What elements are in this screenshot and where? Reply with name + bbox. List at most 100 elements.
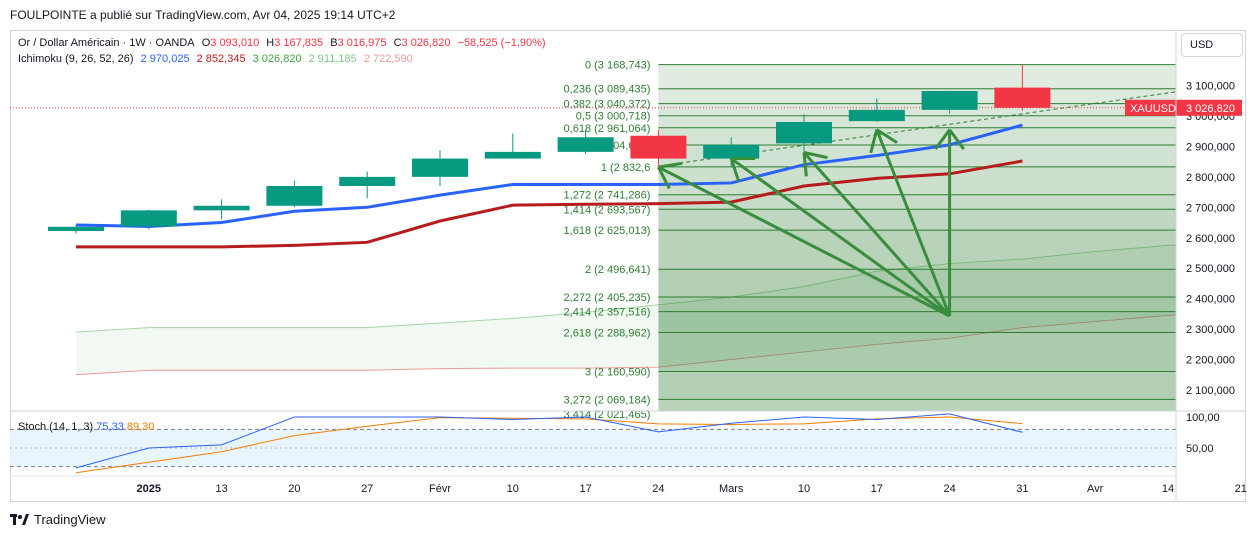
stoch-label[interactable]: Stoch (14, 1, 3): [18, 421, 94, 433]
x-tick-10: 17: [871, 483, 883, 495]
fib-zone-8: [658, 209, 1176, 231]
fan-arrowhead-a-0: [658, 161, 683, 169]
stoch-d-value: 89,30: [126, 421, 155, 433]
fan-arrowhead-b-1: [729, 158, 741, 182]
x-tick-0: 2025: [137, 483, 161, 495]
fan-arrowhead-a-2: [803, 151, 828, 160]
fib-zone-12: [658, 311, 1176, 333]
fib-label-2: 0,382 (3 040,372): [564, 99, 651, 111]
candle-body-6[interactable]: [484, 151, 541, 159]
x-tick-15: 21: [1235, 483, 1247, 495]
candle-body-4[interactable]: [339, 176, 396, 186]
fib-label-16: 3,414 (2 021,465): [564, 409, 651, 421]
x-tick-11: 24: [943, 483, 955, 495]
fib-zone-13: [658, 332, 1176, 372]
fib-label-13: 2,618 (2 288,962): [564, 327, 651, 339]
candle-body-13[interactable]: [994, 87, 1051, 108]
stoch-legend: Stoch (14, 1, 3) 75,33 89,30: [18, 421, 154, 433]
fib-zone-1: [658, 88, 1176, 104]
change-value: −58,525 (−1,90%): [457, 37, 546, 49]
fan-arrowhead-a-4: [948, 128, 965, 150]
x-tick-13: Avr: [1087, 483, 1104, 495]
fib-zone-0: [658, 64, 1176, 89]
y-tick-4: 2 700,000: [1186, 202, 1235, 214]
x-tick-7: 24: [652, 483, 664, 495]
currency-button[interactable]: USD: [1181, 33, 1243, 57]
fan-arrowhead-a-3: [875, 128, 898, 144]
fib-label-12: 2,414 (2 357,516): [564, 307, 651, 319]
y-tick-8: 2 300,000: [1186, 324, 1235, 336]
candle-body-5[interactable]: [412, 158, 468, 177]
ichimoku-chikou-value: 3 026,820: [252, 53, 302, 65]
fib-zone-14: [658, 371, 1176, 400]
open-value: O3 093,010: [201, 37, 260, 49]
ichimoku-row: Ichimoku (9, 26, 52, 26) 2 970,025 2 852…: [18, 51, 550, 67]
candle-body-0[interactable]: [48, 226, 104, 232]
fib-label-15: 3,272 (2 069,184): [564, 394, 651, 406]
fib-label-3: 0,5 (3 000,718): [576, 111, 651, 123]
x-tick-2: 20: [288, 483, 300, 495]
candle-body-8[interactable]: [630, 135, 687, 159]
x-tick-4: Févr: [429, 483, 451, 495]
symbol-row: Or / Dollar Américain · 1W · OANDA O3 09…: [18, 35, 550, 51]
x-tick-3: 27: [361, 483, 373, 495]
chart-legend: Or / Dollar Américain · 1W · OANDA O3 09…: [18, 35, 550, 67]
ichimoku-span-a: [75, 244, 1176, 333]
candle-body-12[interactable]: [921, 90, 978, 110]
fib-zone-5: [658, 144, 1176, 167]
x-tick-5: 10: [507, 483, 519, 495]
low-value: B3 016,975: [330, 37, 387, 49]
symbol-name[interactable]: Or / Dollar Américain · 1W · OANDA: [18, 37, 195, 49]
ichimoku-tenkan-value: 2 970,025: [140, 53, 190, 65]
fib-zone-2: [658, 103, 1176, 116]
y-tick-5: 2 600,000: [1186, 233, 1235, 245]
x-tick-1: 13: [215, 483, 227, 495]
kijun-line: [76, 159, 1023, 249]
ichimoku-kijun-value: 2 852,345: [196, 53, 246, 65]
candle-body-1[interactable]: [120, 210, 177, 227]
stoch-tick-0: 100,00: [1186, 412, 1220, 424]
y-tick-3: 2 800,000: [1186, 172, 1235, 184]
x-tick-6: 17: [579, 483, 591, 495]
y-tick-7: 2 400,000: [1186, 294, 1235, 306]
publisher-line: FOULPOINTE a publié sur TradingView.com,…: [10, 8, 396, 22]
x-tick-9: 10: [798, 483, 810, 495]
tenkan-line: [75, 123, 1023, 228]
fan-arrowhead-b-2: [802, 152, 808, 177]
candle-body-7[interactable]: [557, 137, 614, 152]
fan-line-0: [657, 165, 951, 318]
fib-label-14: 3 (2 160,590): [585, 367, 650, 379]
ichimoku-label[interactable]: Ichimoku (9, 26, 52, 26): [18, 53, 134, 65]
ichimoku-spanA-value: 2 911,185: [308, 53, 357, 65]
y-tick-9: 2 200,000: [1186, 355, 1235, 367]
y-tick-6: 2 500,000: [1186, 263, 1235, 275]
candle-body-9[interactable]: [703, 144, 760, 159]
fan-line-3: [875, 129, 951, 317]
chart-frame: [10, 30, 1246, 502]
fan-line-2: [802, 151, 951, 318]
fib-label-1: 0,236 (3 089,435): [564, 84, 651, 96]
x-tick-8: Mars: [719, 483, 744, 495]
stoch-k-line: [75, 413, 1023, 469]
fib-label-10: 2 (2 496,641): [585, 264, 650, 276]
stoch-k-value: 75,33: [96, 421, 124, 433]
candle-body-10[interactable]: [776, 122, 832, 144]
fan-line-1: [730, 157, 951, 318]
last-price-badge-text: 3 026,820: [1186, 103, 1235, 115]
x-tick-14: 14: [1162, 483, 1174, 495]
fib-zone-3: [658, 115, 1176, 128]
stoch-tick-1: 50,00: [1186, 443, 1214, 455]
candle-body-3[interactable]: [266, 185, 323, 206]
fib-label-6: 1 (2 832,6: [601, 162, 651, 174]
candle-body-2[interactable]: [193, 205, 250, 211]
fib-label-8: 1,414 (2 693,567): [564, 204, 651, 216]
fib-label-9: 1,618 (2 625,013): [564, 225, 651, 237]
ichimoku-cloud: [76, 245, 1176, 375]
brand-name: TradingView: [34, 512, 106, 527]
candle-body-11[interactable]: [848, 109, 905, 122]
high-value: H3 167,835: [266, 37, 324, 49]
last-price-badge: [1180, 99, 1242, 116]
fib-label-0: 0 (3 168,743): [585, 60, 650, 72]
fib-zone-4: [658, 127, 1176, 145]
